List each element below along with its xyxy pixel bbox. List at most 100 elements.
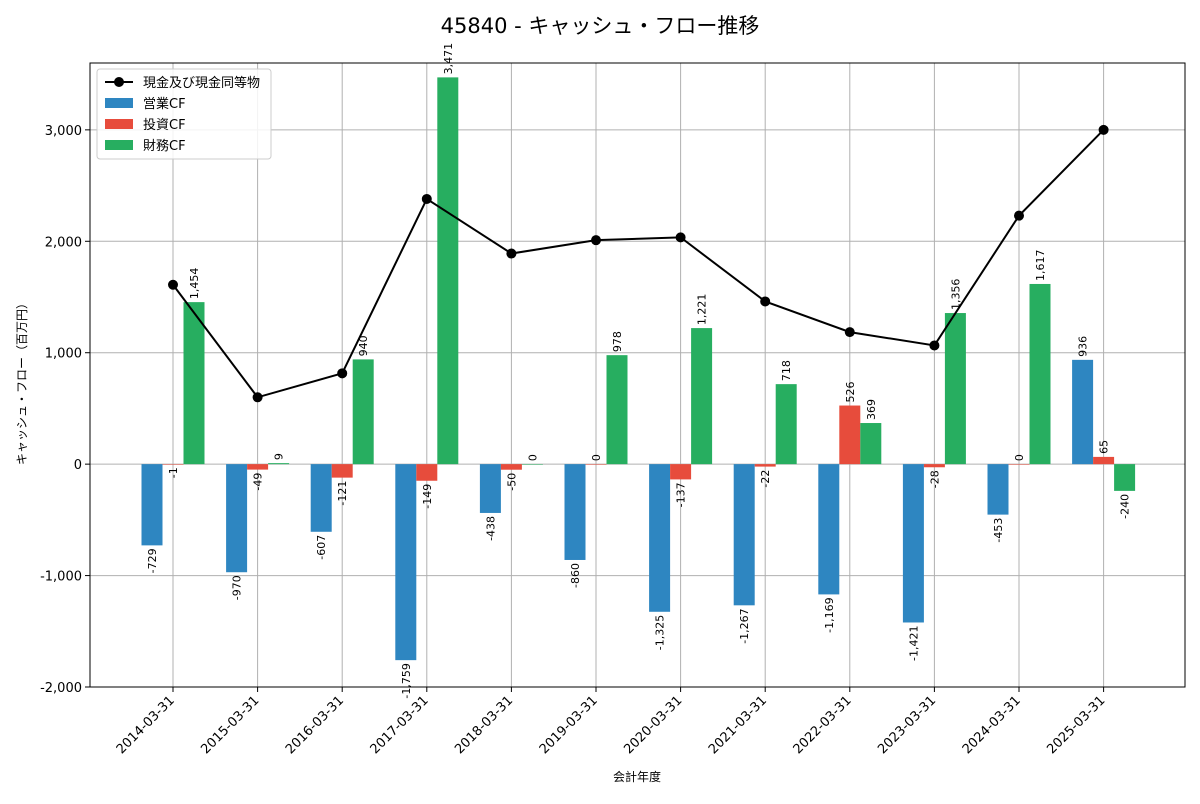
data-label: -729 xyxy=(146,548,159,573)
bar xyxy=(1114,464,1136,491)
bar xyxy=(818,464,840,595)
data-label: -607 xyxy=(315,535,328,560)
data-label: -49 xyxy=(252,473,265,491)
y-tick-label: -2,000 xyxy=(40,681,82,696)
grid-lines xyxy=(90,63,1185,688)
y-tick-label: 1,000 xyxy=(45,347,82,362)
cash-point xyxy=(760,296,771,307)
data-label: 1,454 xyxy=(188,268,201,300)
bar xyxy=(416,464,438,481)
bar xyxy=(902,464,924,623)
cash-point xyxy=(1014,210,1024,221)
legend-swatch xyxy=(105,119,133,129)
bar xyxy=(521,464,543,465)
bar xyxy=(395,464,417,661)
x-tick-label: 2021-03-31 xyxy=(706,693,770,757)
x-tick-label: 2024-03-31 xyxy=(960,693,1024,757)
bar xyxy=(670,464,692,480)
data-label: -1,267 xyxy=(738,608,751,643)
bar xyxy=(649,464,671,612)
bar xyxy=(479,464,501,513)
data-label: 936 xyxy=(1077,336,1090,357)
cash-point xyxy=(1098,124,1109,135)
legend-swatch xyxy=(105,140,133,150)
data-label: 65 xyxy=(1098,440,1111,454)
bar xyxy=(1029,283,1051,465)
x-tick-label: 2025-03-31 xyxy=(1044,693,1108,757)
bar xyxy=(606,355,628,465)
data-label: 9 xyxy=(273,453,286,460)
cash-point xyxy=(591,235,601,246)
legend-swatch xyxy=(105,98,133,108)
data-label: -28 xyxy=(928,470,941,488)
x-tick-label: 2017-03-31 xyxy=(368,693,432,757)
data-label: 1,617 xyxy=(1034,249,1047,281)
data-label: 978 xyxy=(611,331,624,352)
data-label: -438 xyxy=(484,516,497,541)
bar xyxy=(268,463,290,465)
bar xyxy=(987,464,1009,515)
data-label: -1 xyxy=(167,467,180,478)
bar xyxy=(141,464,163,546)
bar xyxy=(1072,359,1094,465)
bar xyxy=(585,464,607,465)
y-tick-label: 0 xyxy=(74,458,82,473)
plot-frame xyxy=(89,62,1186,688)
x-tick-label: 2022-03-31 xyxy=(791,693,855,757)
bar xyxy=(1008,464,1030,465)
legend-label: 投資CF xyxy=(143,117,186,133)
data-labels: -729 -970 -607 -1,759 -438 -860 -1,325 -1,267 -1… xyxy=(146,43,1132,699)
data-label: 369 xyxy=(865,399,878,420)
bar xyxy=(500,464,522,470)
cash-point xyxy=(421,193,432,204)
data-label: 1,221 xyxy=(696,294,709,326)
bar-series xyxy=(141,77,1136,661)
legend-box xyxy=(96,68,272,160)
x-tick-label: 2018-03-31 xyxy=(452,693,516,757)
legend-line-marker xyxy=(114,77,124,87)
x-axis-label: 会計年度 xyxy=(613,769,661,784)
x-tick-label: 2014-03-31 xyxy=(114,693,178,757)
legend-label: 現金及び現金同等物 xyxy=(143,75,260,91)
cash-line-series xyxy=(168,124,1109,403)
data-label: -121 xyxy=(336,481,349,506)
data-label: -149 xyxy=(421,484,434,509)
legend-label: 財務CF xyxy=(143,139,186,154)
bar xyxy=(944,313,966,465)
cash-point xyxy=(168,279,178,290)
data-label: 0 xyxy=(1013,454,1026,461)
legend-label: 営業CF xyxy=(143,96,186,112)
y-tick-label: 2,000 xyxy=(45,235,82,250)
bar xyxy=(839,405,861,465)
x-tick-label: 2019-03-31 xyxy=(537,693,601,757)
bar xyxy=(226,464,248,573)
bar xyxy=(775,384,797,465)
x-tick-label: 2015-03-31 xyxy=(198,693,262,757)
bar xyxy=(733,464,755,606)
cash-point xyxy=(844,327,855,338)
bar xyxy=(162,464,184,465)
data-label: 526 xyxy=(844,382,857,403)
data-label: -22 xyxy=(759,470,772,488)
data-label: 3,471 xyxy=(442,43,455,75)
cash-point xyxy=(929,340,940,351)
bar xyxy=(860,423,882,465)
bar xyxy=(183,302,205,465)
x-tick-label: 2020-03-31 xyxy=(621,693,685,757)
data-label: -1,169 xyxy=(823,597,836,632)
data-label: 0 xyxy=(526,454,539,461)
cash-point xyxy=(675,232,686,243)
y-tick-label: -1,000 xyxy=(40,570,82,585)
x-tick-label: 2023-03-31 xyxy=(875,693,939,757)
cash-point xyxy=(337,368,348,379)
y-axis-label: キャッシュ・フロー（百万円） xyxy=(15,297,29,465)
bar xyxy=(352,359,374,465)
y-tick-label: 3,000 xyxy=(45,124,82,139)
data-label: 0 xyxy=(590,454,603,461)
data-label: 940 xyxy=(357,335,370,356)
data-label: -50 xyxy=(505,473,518,491)
bar xyxy=(247,464,269,470)
data-label: -1,325 xyxy=(654,615,667,650)
